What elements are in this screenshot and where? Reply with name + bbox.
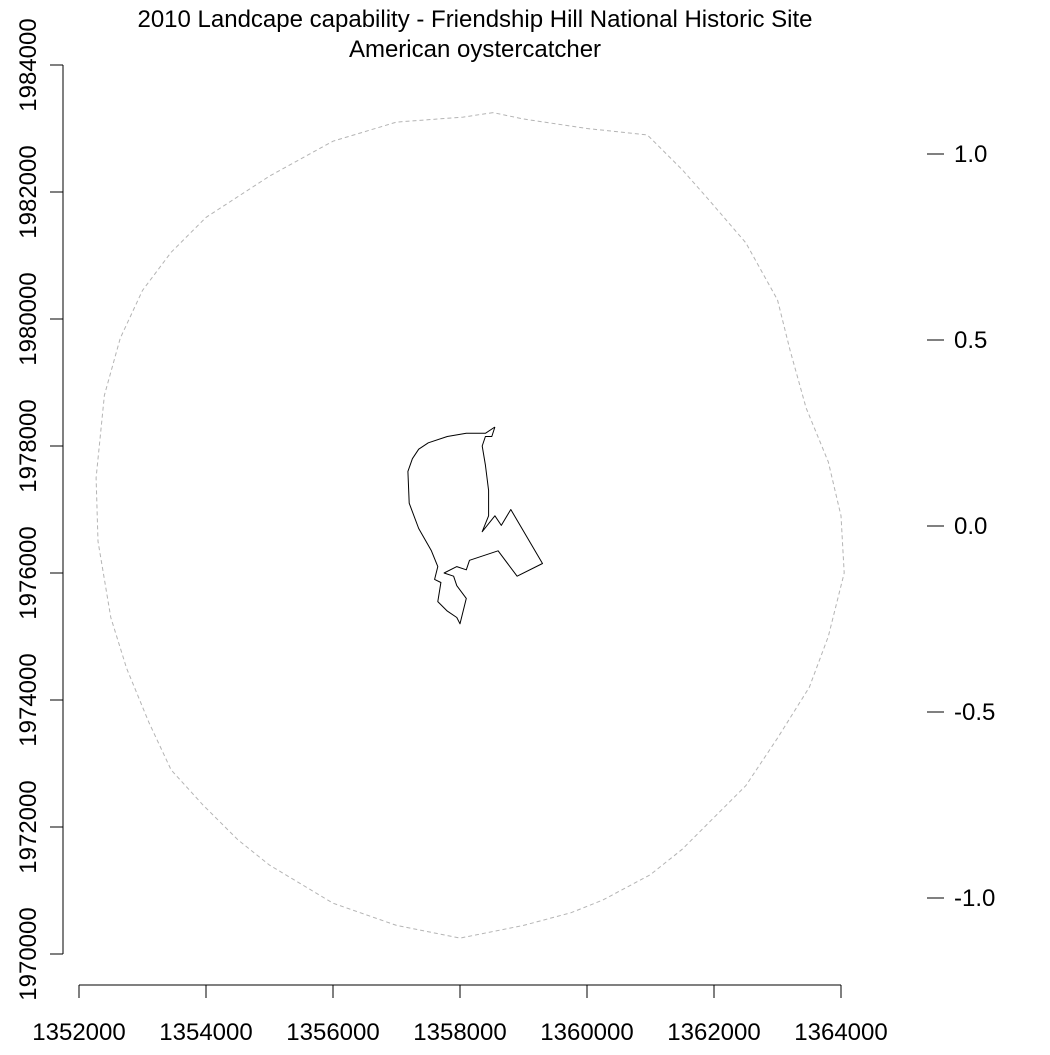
y-tick-label: 1982000 xyxy=(15,145,42,238)
plot-area xyxy=(95,112,845,939)
x-tick-label: 1354000 xyxy=(159,1019,252,1046)
scale-tick-label: -1.0 xyxy=(954,885,995,912)
x-tick-label: 1352000 xyxy=(32,1019,125,1046)
x-tick-label: 1360000 xyxy=(540,1019,633,1046)
y-tick-label: 1972000 xyxy=(15,780,42,873)
x-tick-label: 1358000 xyxy=(413,1019,506,1046)
y-tick-label: 1976000 xyxy=(15,526,42,619)
buffer-outline-path xyxy=(95,112,845,939)
y-tick-label: 1980000 xyxy=(15,272,42,365)
scale-tick-label: 1.0 xyxy=(954,141,987,168)
chart-subtitle: American oystercatcher xyxy=(349,36,601,63)
scale-tick-label: 0.5 xyxy=(954,327,987,354)
axes: 1352000 1354000 1356000 1358000 1360000 13620… xyxy=(15,18,995,1046)
x-tick-label: 1364000 xyxy=(794,1019,887,1046)
scale-tick-label: 0.0 xyxy=(954,513,987,540)
y-tick-label: 1978000 xyxy=(15,399,42,492)
y-tick-label: 1984000 xyxy=(15,18,42,111)
y-tick-label: 1970000 xyxy=(15,907,42,1000)
scale-tick-label: -0.5 xyxy=(954,699,995,726)
park-boundary-path xyxy=(407,426,543,625)
chart-title: 2010 Landcape capability - Friendship Hi… xyxy=(137,6,812,33)
x-tick-label: 1362000 xyxy=(667,1019,760,1046)
y-tick-label: 1974000 xyxy=(15,653,42,746)
x-tick-label: 1356000 xyxy=(286,1019,379,1046)
